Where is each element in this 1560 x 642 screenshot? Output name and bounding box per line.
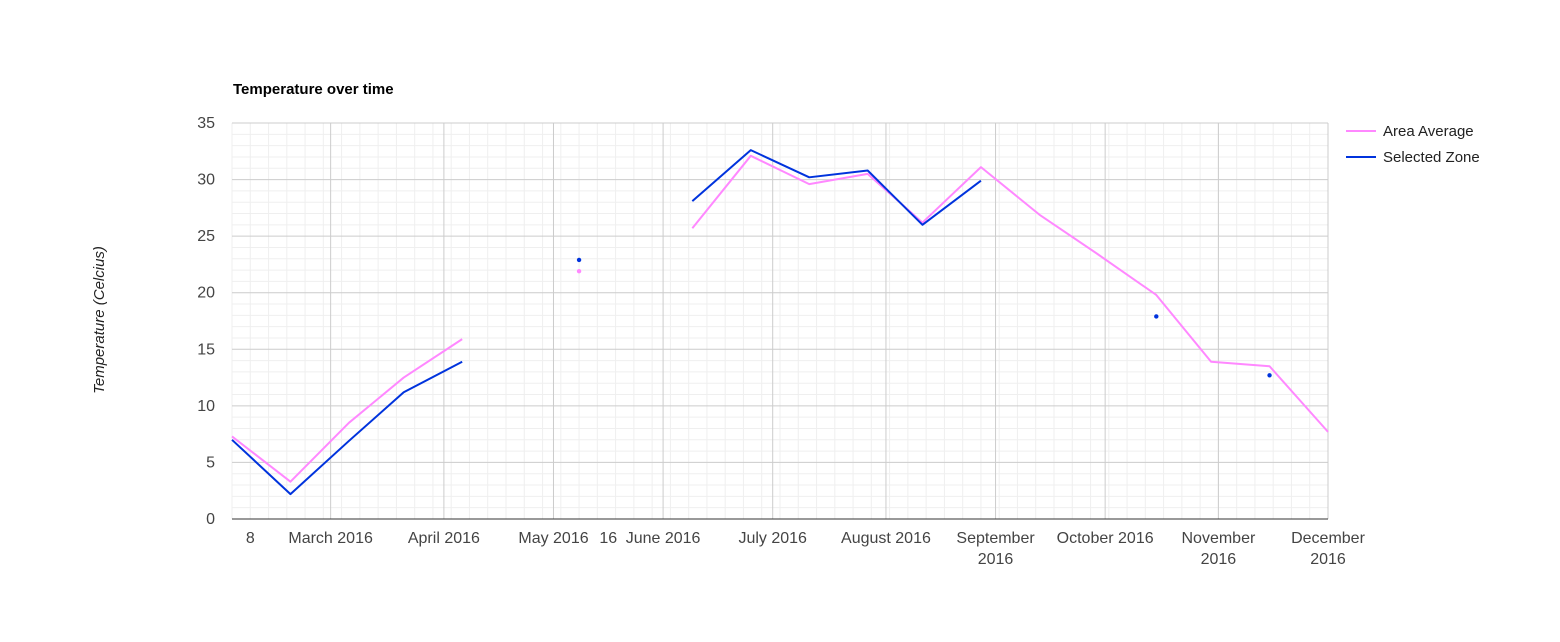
x-tick-label: 8	[246, 530, 255, 547]
line-selected-zone	[232, 362, 462, 494]
legend-label-area-average: Area Average	[1383, 123, 1474, 140]
y-tick-label: 25	[197, 228, 215, 245]
legend-label-selected-zone: Selected Zone	[1383, 149, 1480, 166]
y-tick-label: 15	[197, 341, 215, 358]
legend-item-area-average[interactable]: Area Average	[1346, 123, 1474, 140]
point-selected-zone	[577, 258, 581, 262]
y-tick-label: 20	[197, 285, 215, 302]
y-tick-label: 35	[197, 115, 215, 132]
x-tick-label: June 2016	[626, 530, 701, 547]
point-area-average	[577, 269, 581, 273]
y-tick-label: 0	[206, 511, 215, 528]
legend-item-selected-zone[interactable]: Selected Zone	[1346, 149, 1480, 166]
minor-gridlines	[232, 123, 1328, 519]
x-tick-label: May 2016	[518, 530, 588, 547]
legend[interactable]: Area Average Selected Zone	[1346, 123, 1480, 166]
x-tick-label: October 2016	[1057, 530, 1154, 547]
point-selected-zone	[1154, 314, 1158, 318]
point-selected-zone	[1267, 373, 1271, 377]
x-tick-label: 16	[599, 530, 617, 547]
y-tick-label: 10	[197, 398, 215, 415]
x-tick-label: November 2016	[1181, 530, 1255, 568]
x-tick-label: March 2016	[288, 530, 373, 547]
x-tick-label: April 2016	[408, 530, 480, 547]
chart-title: Temperature over time	[233, 81, 394, 98]
line-area-average	[692, 156, 1328, 432]
x-tick-label: September 2016	[956, 530, 1035, 568]
x-tick-label: December 2016	[1291, 530, 1365, 568]
tick-labels: 0 5 10 15 20 25 30 35 8 March 2016 April 2016 May 2…	[197, 115, 1365, 568]
y-axis-label: Temperature (Celcius)	[91, 246, 108, 394]
x-tick-label: August 2016	[841, 530, 931, 547]
y-tick-label: 30	[197, 172, 215, 189]
x-tick-label: July 2016	[738, 530, 807, 547]
y-tick-label: 5	[206, 454, 215, 471]
